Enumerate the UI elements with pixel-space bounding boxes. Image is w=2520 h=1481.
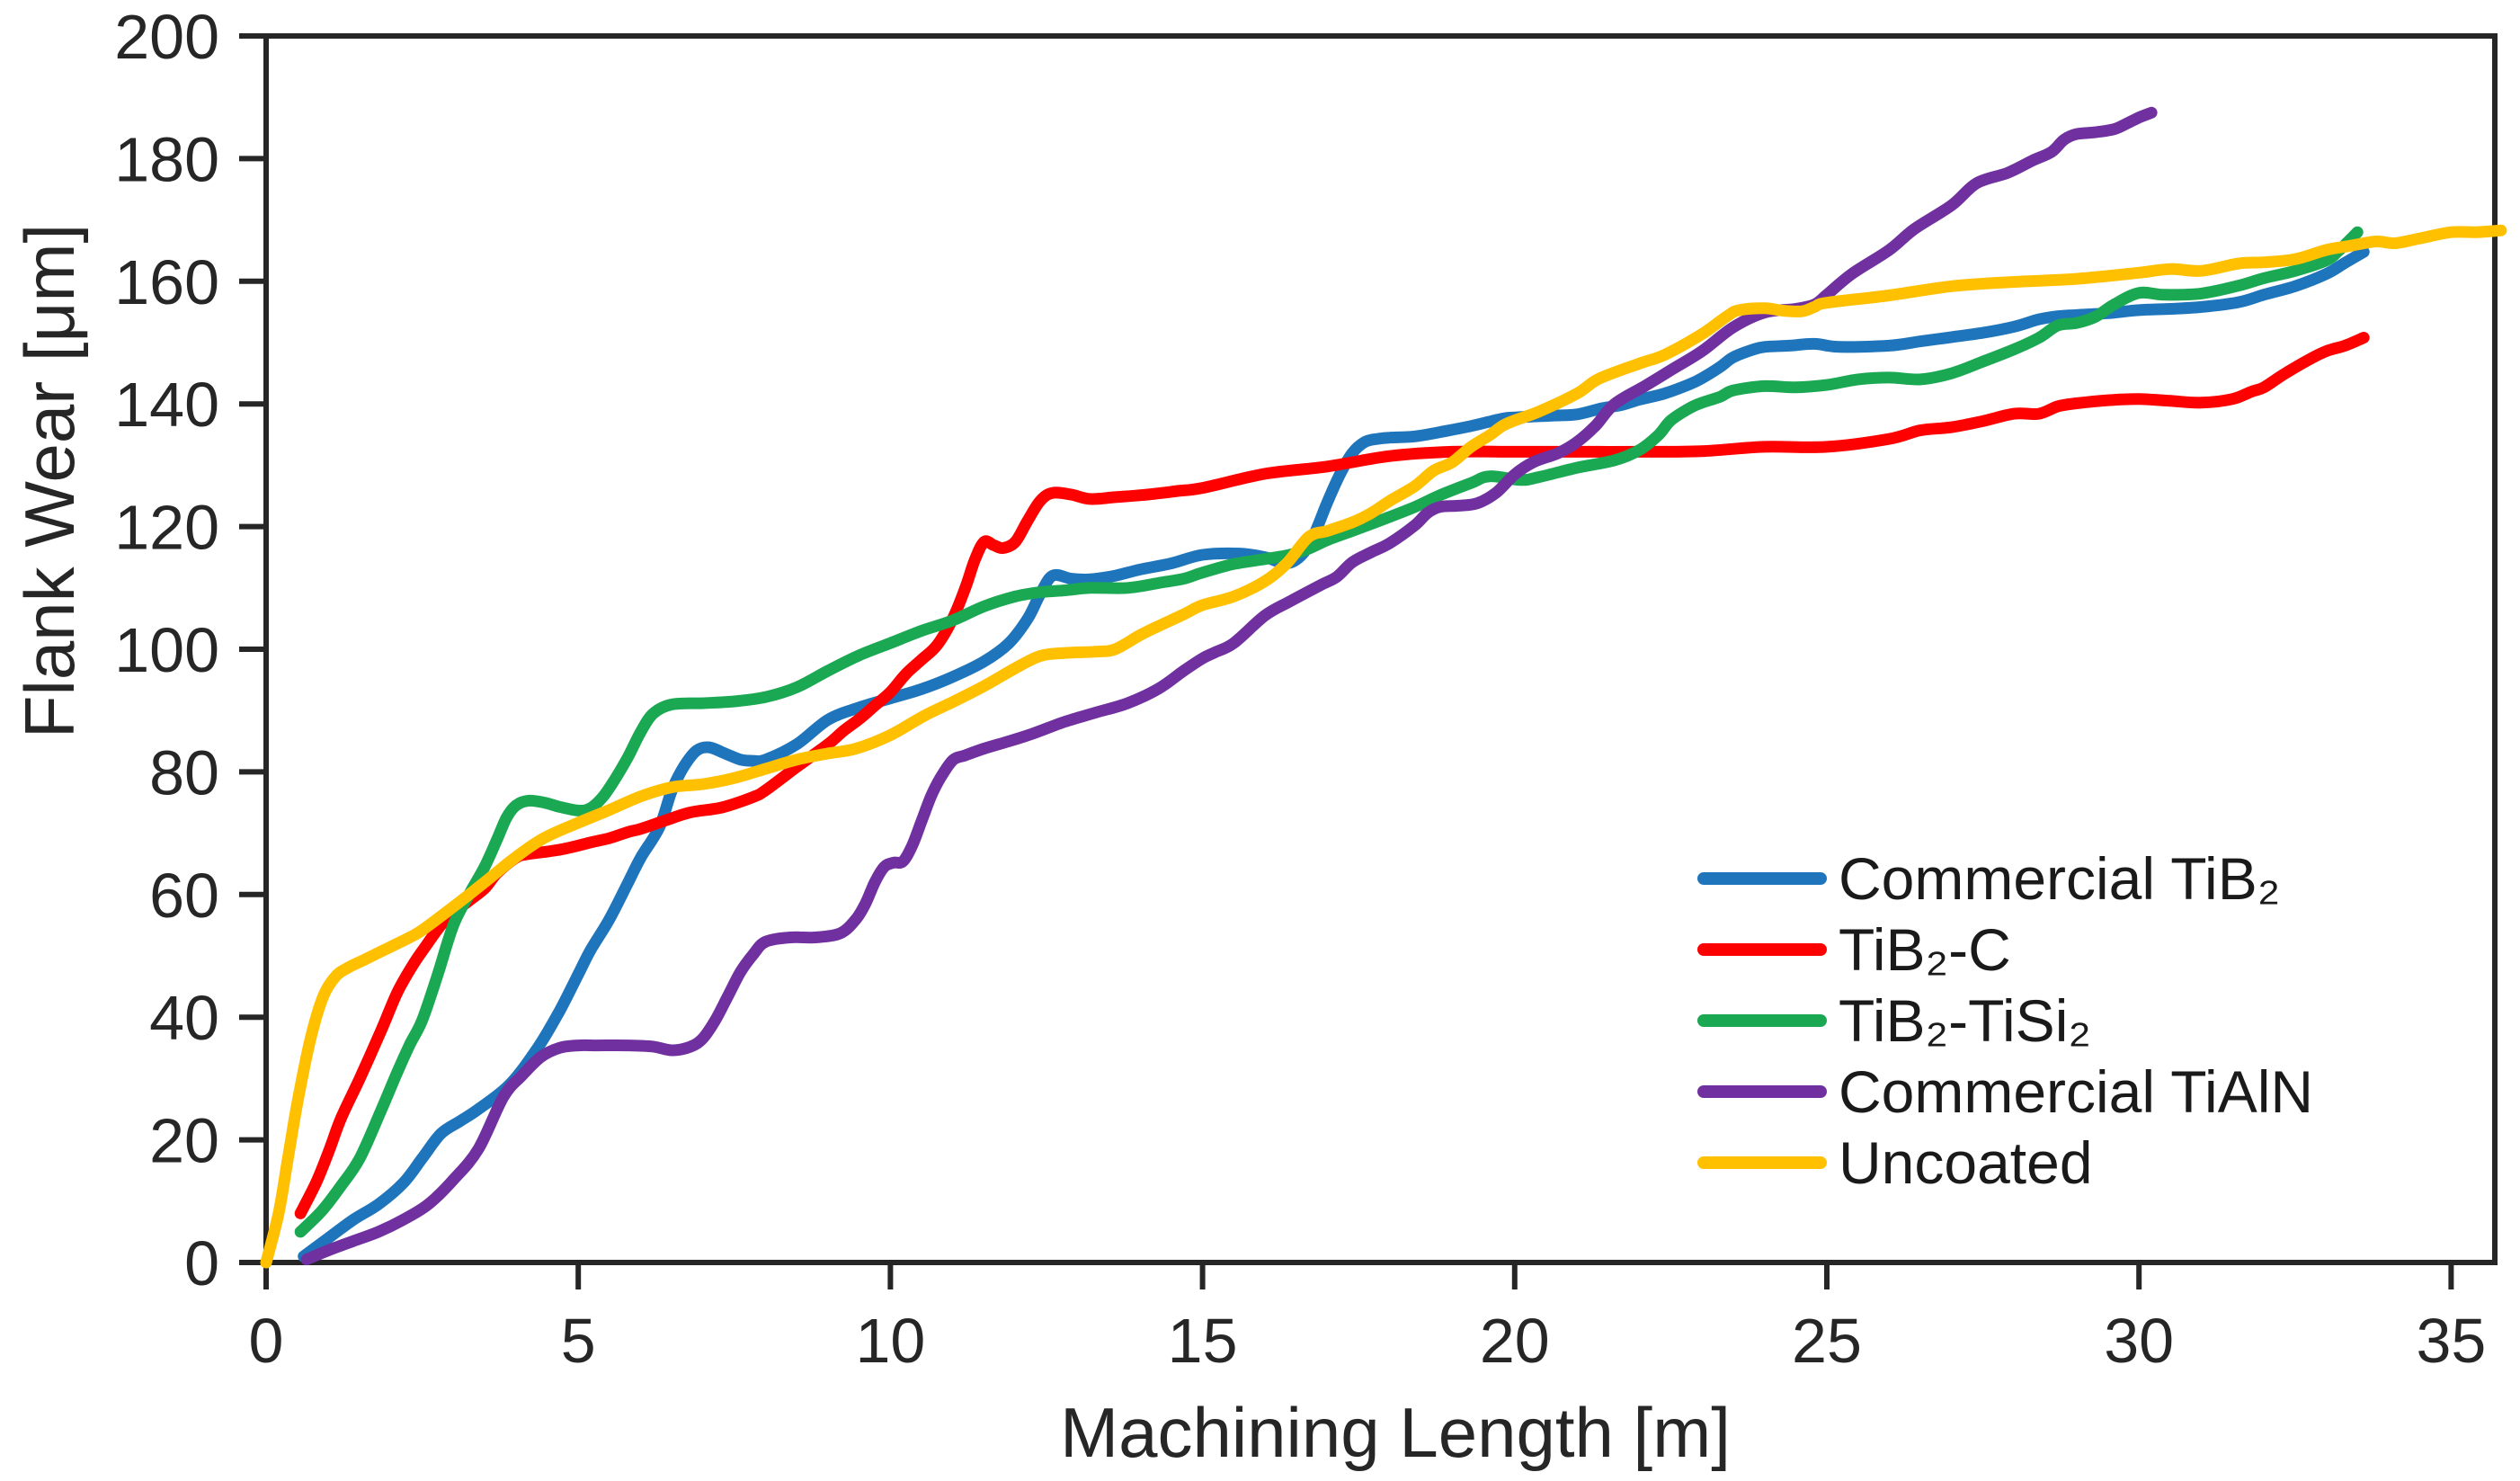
x-tick-label: 25 bbox=[1792, 1306, 1862, 1376]
y-tick-label: 80 bbox=[149, 737, 219, 807]
y-tick-label: 180 bbox=[114, 124, 219, 194]
y-tick-label: 0 bbox=[184, 1228, 219, 1298]
y-tick-label: 40 bbox=[149, 983, 219, 1053]
legend-item-label: Commercial TiAlN bbox=[1839, 1058, 2313, 1125]
x-tick-label: 5 bbox=[561, 1306, 596, 1376]
legend-item-label: Commercial TiB₂ bbox=[1839, 845, 2280, 912]
legend: Commercial TiB₂TiB₂-CTiB₂-TiSi₂Commercia… bbox=[1697, 845, 2313, 1196]
y-tick-label: 120 bbox=[114, 493, 219, 563]
y-axis-title: Flank Wear [μm] bbox=[10, 224, 89, 738]
x-axis-title: Machining Length [m] bbox=[1060, 1393, 1731, 1472]
legend-item: Commercial TiB₂ bbox=[1697, 845, 2280, 912]
x-tick-label: 15 bbox=[1168, 1306, 1238, 1376]
x-tick-label: 30 bbox=[2104, 1306, 2174, 1376]
x-tick-label: 20 bbox=[1480, 1306, 1550, 1376]
plot-area: 0 5 10 15 20 25 30 35 0 20 40 60 80 100 120 140 160 180 20… bbox=[114, 2, 2507, 1376]
x-tick-label: 10 bbox=[855, 1306, 925, 1376]
x-tick-label: 35 bbox=[2416, 1306, 2486, 1376]
y-tick-label: 140 bbox=[114, 370, 219, 440]
legend-item: Uncoated bbox=[1697, 1129, 2093, 1196]
legend-item-label: TiB₂-C bbox=[1839, 916, 2011, 983]
x-tick-label: 0 bbox=[249, 1306, 284, 1376]
series-line-tib-tisi- bbox=[294, 226, 2364, 1238]
legend-item: Commercial TiAlN bbox=[1697, 1058, 2313, 1125]
series-line-uncoated bbox=[260, 224, 2507, 1269]
legend-item: TiB₂-TiSi₂ bbox=[1697, 987, 2091, 1054]
series-line-commercial-tialn bbox=[300, 106, 2158, 1266]
legend-item-label: Uncoated bbox=[1839, 1129, 2093, 1196]
legend-item: TiB₂-C bbox=[1697, 916, 2011, 983]
y-tick-label: 60 bbox=[149, 861, 219, 931]
y-tick-label: 200 bbox=[114, 2, 219, 72]
y-tick-label: 20 bbox=[149, 1106, 219, 1176]
legend-item-label: TiB₂-TiSi₂ bbox=[1839, 987, 2091, 1054]
y-tick-label: 100 bbox=[114, 615, 219, 685]
y-tick-label: 160 bbox=[114, 247, 219, 317]
